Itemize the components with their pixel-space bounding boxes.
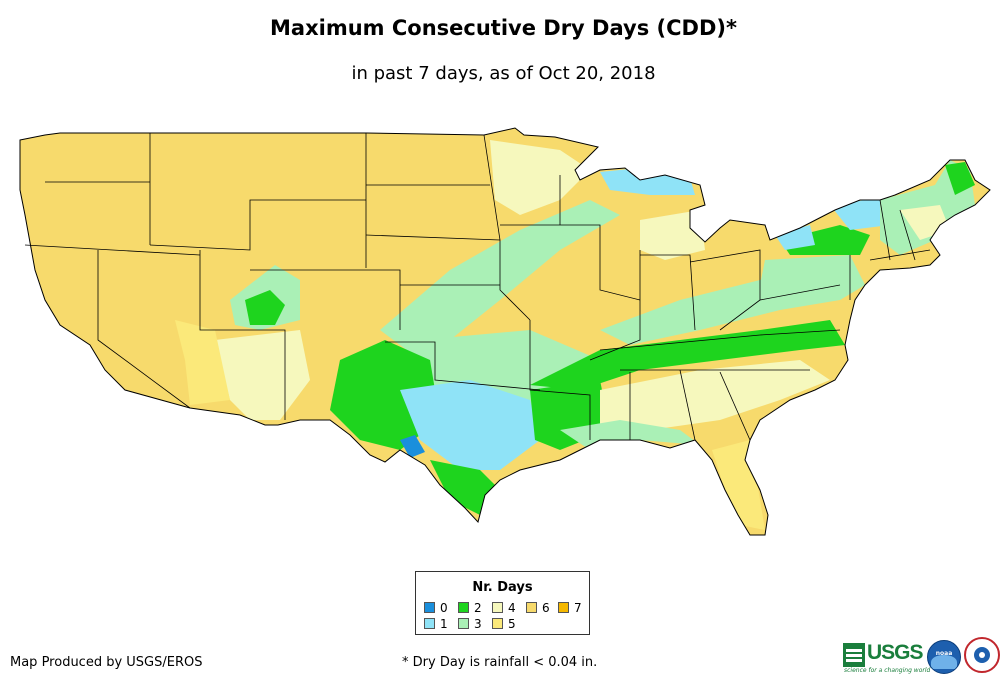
zone-4-southeast (600, 360, 830, 430)
legend-swatch-0 (424, 602, 435, 613)
legend-item-1: 1 (424, 618, 448, 630)
legend-label-1: 1 (440, 617, 448, 631)
usgs-wave-icon (843, 643, 865, 667)
usgs-logo-text: USGS (867, 641, 924, 664)
us-outline (19, 127, 991, 536)
legend-label-0: 0 (440, 601, 448, 615)
map-subtitle: in past 7 days, as of Oct 20, 2018 (351, 63, 656, 84)
legend-title: Nr. Days (472, 580, 533, 595)
state-boundaries (24, 133, 931, 441)
us-land-base (20, 128, 990, 535)
legend-label-5: 5 (508, 617, 516, 631)
zone-4-upper-midwest (490, 140, 590, 215)
legend-box: Nr. Days 0 1 2 3 4 5 6 7 (415, 571, 590, 635)
legend-label-3: 3 (474, 617, 482, 631)
legend-swatch-5 (492, 618, 503, 629)
noaa-logo-icon: noaa (927, 640, 961, 674)
legend-item-6: 6 (526, 602, 550, 614)
zone-4-michigan (640, 210, 705, 260)
legend-swatch-2 (458, 602, 469, 613)
map-title: Maximum Consecutive Dry Days (CDD)* (270, 16, 737, 40)
zone-4-southwest (215, 330, 310, 420)
usgs-logo: USGS science for a changing world (843, 641, 930, 674)
zone-2-tennessee-band (530, 320, 845, 390)
legend-swatch-1 (424, 618, 435, 629)
zone-2-maine (945, 162, 975, 195)
legend-item-5: 5 (492, 618, 516, 630)
legend-label-4: 4 (508, 601, 516, 615)
legend-item-2: 2 (458, 602, 482, 614)
noaa-logo-text: noaa (935, 650, 953, 657)
zone-2-texas-coast (430, 460, 500, 515)
zone-2-texas-west (330, 340, 440, 450)
legend-swatch-6 (526, 602, 537, 613)
dry-day-footnote: * Dry Day is rainfall < 0.04 in. (402, 655, 598, 670)
usgs-tagline: science for a changing world (844, 667, 931, 674)
legend-item-4: 4 (492, 602, 516, 614)
zone-5-southwest (175, 320, 230, 405)
legend-item-3: 3 (458, 618, 482, 630)
zone-2-colorado-patch (245, 290, 285, 325)
nws-logo-icon (964, 637, 1000, 673)
legend-label-6: 6 (542, 601, 550, 615)
legend-label-2: 2 (474, 601, 482, 615)
zone-3-pennsylvania (760, 255, 865, 300)
legend-swatch-4 (492, 602, 503, 613)
legend-item-7: 7 (558, 602, 582, 614)
legend-swatch-3 (458, 618, 469, 629)
zone-1-ontario-shore (775, 225, 815, 250)
zone-1-texas-central (400, 380, 540, 470)
zone-2-new-york (780, 225, 870, 255)
map-credit: Map Produced by USGS/EROS (10, 655, 203, 670)
legend-swatch-7 (558, 602, 569, 613)
zone-0-texas-core (400, 435, 425, 458)
legend-item-0: 0 (424, 602, 448, 614)
legend-label-7: 7 (574, 601, 582, 615)
